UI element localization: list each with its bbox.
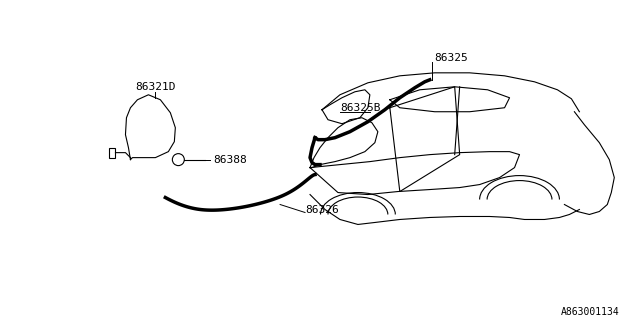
Text: 86326: 86326: [305, 204, 339, 214]
Text: A863001134: A863001134: [561, 307, 620, 317]
Text: 86325: 86325: [435, 53, 468, 63]
Text: 86321D: 86321D: [135, 82, 175, 92]
Text: 86325B: 86325B: [340, 103, 380, 113]
Text: 86388: 86388: [213, 155, 247, 164]
